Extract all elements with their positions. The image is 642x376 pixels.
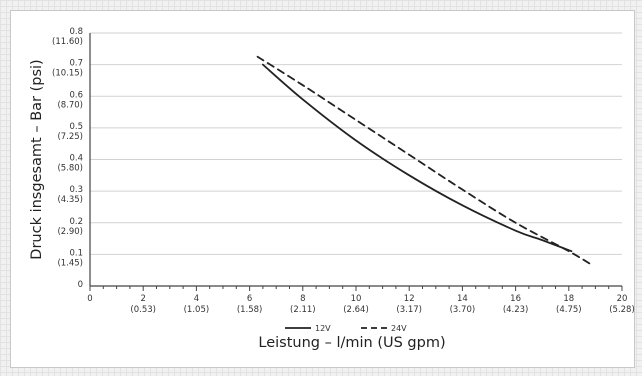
legend: 12V 24V bbox=[285, 324, 407, 333]
x-tick-sublabel: (1.58) bbox=[237, 305, 263, 315]
axes: 0 0.1(1.45) 0.2(2.90) 0.3(4.35) 0.4(5.80) 0.5… bbox=[52, 27, 635, 315]
y-tick-sublabel: (10.15) bbox=[52, 69, 83, 79]
y-axis-title: Druck insgesamt – Bar (psi) bbox=[29, 59, 45, 259]
y-tick-label: 0 bbox=[78, 280, 83, 290]
y-tick-label: 0.6 bbox=[69, 90, 83, 100]
x-tick-label: 10 bbox=[351, 294, 362, 304]
x-tick-label: 8 bbox=[300, 294, 305, 304]
x-tick-sublabel: (2.64) bbox=[343, 305, 369, 315]
x-tick-sublabel: (1.05) bbox=[184, 305, 210, 315]
y-tick-sublabel: (4.35) bbox=[57, 195, 83, 205]
y-tick-sublabel: (11.60) bbox=[52, 37, 83, 47]
x-tick-sublabel: (3.70) bbox=[450, 305, 476, 315]
line-chart: 0 0.1(1.45) 0.2(2.90) 0.3(4.35) 0.4(5.80) 0.5… bbox=[29, 27, 635, 351]
x-tick-label: 4 bbox=[194, 294, 199, 304]
gridlines bbox=[90, 32, 622, 255]
x-tick-label: 2 bbox=[140, 294, 145, 304]
series bbox=[256, 55, 594, 267]
y-tick-sublabel: (7.25) bbox=[57, 132, 83, 142]
x-tick-sublabel: (5.28) bbox=[609, 305, 635, 315]
y-tick-label: 0.2 bbox=[69, 217, 83, 227]
x-tick-sublabel: (4.75) bbox=[556, 305, 582, 315]
y-tick-label: 0.5 bbox=[69, 122, 83, 132]
legend-label-24v: 24V bbox=[391, 324, 407, 333]
y-tick-sublabel: (5.80) bbox=[57, 164, 83, 174]
x-tick-sublabel: (3.17) bbox=[396, 305, 422, 315]
y-tick-label: 0.3 bbox=[69, 185, 83, 195]
y-tick-sublabel: (2.90) bbox=[57, 227, 83, 237]
x-tick-sublabel: (4.23) bbox=[503, 305, 529, 315]
x-tick-label: 12 bbox=[404, 294, 415, 304]
series-line-12v bbox=[262, 63, 573, 253]
x-tick-label: 16 bbox=[510, 294, 521, 304]
y-tick-label: 0.1 bbox=[69, 248, 83, 258]
x-tick-sublabel: (0.53) bbox=[130, 305, 156, 315]
x-tick-sublabel: (2.11) bbox=[290, 305, 316, 315]
x-axis-title: Leistung – l/min (US gpm) bbox=[258, 335, 445, 351]
x-tick-label: 0 bbox=[87, 294, 92, 304]
x-tick-label: 18 bbox=[563, 294, 574, 304]
x-tick-label: 6 bbox=[247, 294, 252, 304]
y-tick-label: 0.4 bbox=[69, 154, 83, 164]
chart-frame: 0 0.1 (1.45) 0.2 (2.90) 0.3 (4.35) 0.4 (5.80) 0.5… bbox=[10, 10, 635, 368]
x-tick-label: 14 bbox=[457, 294, 468, 304]
y-tick-label: 0.8 bbox=[69, 27, 83, 37]
series-line-24v bbox=[256, 55, 594, 267]
y-tick-sublabel: (8.70) bbox=[57, 100, 83, 110]
x-tick-label: 20 bbox=[617, 294, 628, 304]
y-tick-label: 0.7 bbox=[69, 59, 83, 69]
y-tick-sublabel: (1.45) bbox=[57, 258, 83, 268]
legend-label-12v: 12V bbox=[315, 324, 331, 333]
